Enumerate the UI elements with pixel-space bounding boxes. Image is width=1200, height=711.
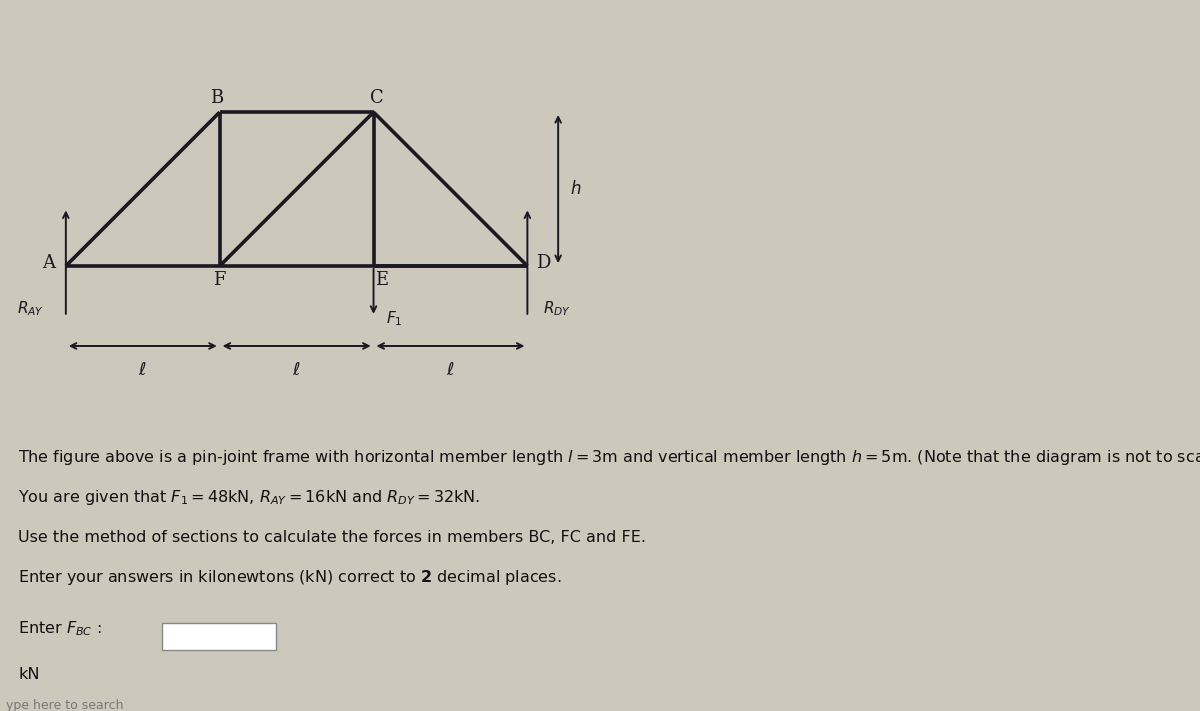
Text: Use the method of sections to calculate the forces in members BC, FC and FE.: Use the method of sections to calculate … bbox=[18, 530, 646, 545]
Text: kN: kN bbox=[18, 666, 40, 682]
Text: D: D bbox=[535, 254, 550, 272]
Text: $\ell$: $\ell$ bbox=[446, 361, 455, 380]
Text: $R_{AY}$: $R_{AY}$ bbox=[17, 300, 44, 319]
Text: ype here to search: ype here to search bbox=[6, 699, 124, 711]
Text: A: A bbox=[42, 254, 55, 272]
Text: $\ell$: $\ell$ bbox=[138, 361, 148, 380]
FancyBboxPatch shape bbox=[162, 623, 276, 650]
Text: $F_1$: $F_1$ bbox=[386, 309, 402, 328]
Text: B: B bbox=[210, 90, 223, 107]
Text: $R_{DY}$: $R_{DY}$ bbox=[542, 300, 571, 319]
Text: E: E bbox=[374, 271, 388, 289]
Text: Enter your answers in kilonewtons (kN) correct to $\mathbf{2}$ decimal places.: Enter your answers in kilonewtons (kN) c… bbox=[18, 568, 562, 587]
Text: The figure above is a pin-joint frame with horizontal member length $l = 3$m and: The figure above is a pin-joint frame wi… bbox=[18, 449, 1200, 467]
Text: $\ell$: $\ell$ bbox=[293, 361, 301, 380]
Text: $h$: $h$ bbox=[570, 180, 582, 198]
Text: You are given that $F_1 = 48$kN, $R_{AY} = 16$kN and $R_{DY} = 32$kN.: You are given that $F_1 = 48$kN, $R_{AY}… bbox=[18, 488, 480, 507]
Text: F: F bbox=[214, 271, 226, 289]
Text: Enter $F_{BC}$ :: Enter $F_{BC}$ : bbox=[18, 619, 102, 638]
Text: C: C bbox=[370, 90, 384, 107]
